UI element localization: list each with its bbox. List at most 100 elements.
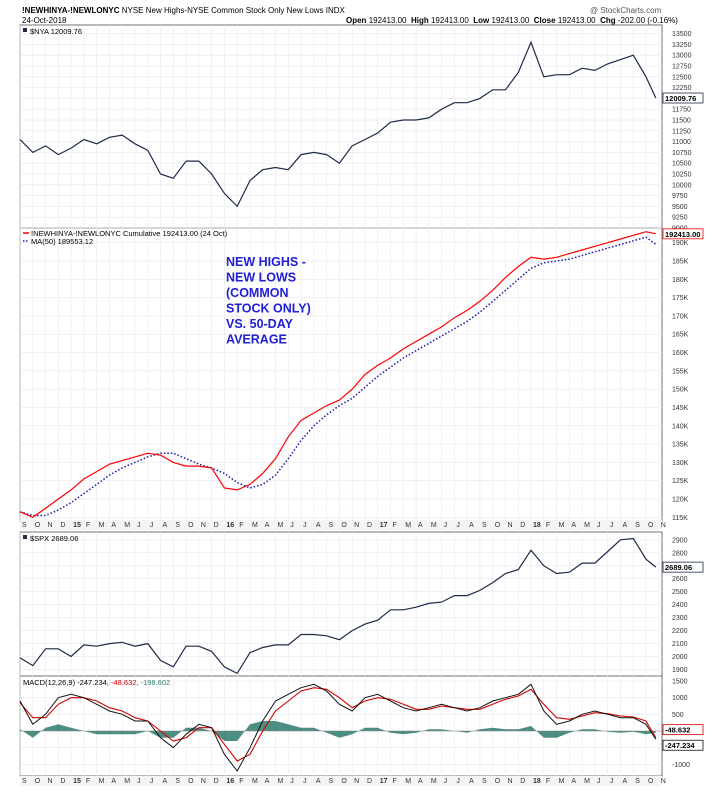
y-tick-label: 2600 (672, 576, 688, 583)
x-tick-label: M (405, 522, 411, 529)
x-tick-label: S (635, 778, 640, 785)
quote-close-label: Close (533, 16, 556, 25)
x-tick-label: J (290, 522, 294, 529)
x-tick-label: F (546, 778, 550, 785)
quote-close: 192413.00 (557, 16, 596, 25)
y-tick-label: 165K (672, 332, 689, 339)
x-tick-label: A (163, 778, 168, 785)
x-tick-label: A (571, 778, 576, 785)
x-tick-label: J (456, 778, 460, 785)
x-tick-label: M (278, 778, 284, 785)
annotation-line: NEW HIGHS - (226, 255, 306, 269)
x-tick-label: 15 (73, 778, 81, 785)
spx-last-value: 2689.06 (665, 563, 692, 572)
header-quote: Open 192413.00 High 192413.00 Low 192413… (346, 16, 678, 25)
x-tick-label: M (431, 778, 437, 785)
y-tick-label: 170K (672, 313, 689, 320)
y-tick-label: 11750 (672, 107, 691, 114)
header-date: 24-Oct-2018 (22, 16, 67, 25)
y-tick-label: 2800 (672, 550, 688, 557)
x-tick-label: S (175, 778, 180, 785)
nya-last-value-box (662, 92, 704, 104)
quote-high: 192413.00 (430, 16, 469, 25)
macd-legend-part: -198.602 (141, 678, 171, 687)
annotation-line: AVERAGE (226, 333, 287, 347)
x-tick-label: O (341, 778, 347, 785)
x-tick-label: D (520, 522, 525, 529)
x-tick-label: J (290, 778, 294, 785)
y-tick-label: 140K (672, 423, 689, 430)
macd-legend-part: -247.234, (77, 678, 111, 687)
y-tick-label: 10000 (672, 182, 692, 189)
header-description: NYSE New Highs-NYSE Common Stock Only Ne… (121, 6, 345, 15)
annotation-line: NEW LOWS (226, 271, 296, 285)
nya-legend: $NYA 12009.76 (30, 27, 82, 36)
y-tick-label: 11500 (672, 118, 691, 125)
header-title-line: !NEWHINYA-!NEWLONYC NYSE New Highs-NYSE … (22, 6, 345, 15)
y-tick-label: 2500 (672, 589, 688, 596)
header-watermark: @ StockCharts.com (590, 6, 662, 15)
x-tick-label: 18 (533, 778, 541, 785)
x-tick-label: J (150, 778, 154, 785)
y-tick-label: 1900 (672, 667, 688, 674)
y-tick-label: 2000 (672, 654, 688, 661)
macd-last-value-2: -247.234 (665, 741, 695, 750)
x-tick-label: 15 (73, 522, 81, 529)
x-tick-label: N (201, 778, 206, 785)
x-tick-label: O (188, 778, 194, 785)
spx-price-line (19, 537, 657, 675)
x-tick-label: D (367, 522, 372, 529)
x-tick-label: F (393, 522, 397, 529)
y-tick-label: 9500 (672, 204, 688, 211)
y-tick-label: 130K (672, 460, 689, 467)
x-tick-label: N (201, 522, 206, 529)
macd-legend-part: -48.632, (111, 678, 141, 687)
x-tick-label: A (571, 522, 576, 529)
x-tick-label: 17 (380, 522, 388, 529)
x-tick-label: M (559, 522, 565, 529)
x-tick-label: N (354, 778, 359, 785)
y-tick-label: 13250 (672, 42, 692, 49)
y-tick-label: 10750 (672, 150, 692, 157)
x-tick-label: N (661, 522, 666, 529)
y-tick-label: 150K (672, 387, 689, 394)
x-tick-label: N (48, 522, 53, 529)
x-tick-label: M (99, 778, 105, 785)
x-tick-label: F (393, 778, 397, 785)
y-tick-label: 2400 (672, 602, 688, 609)
spx-legend: $SPX 2689.06 (30, 534, 78, 543)
annotation-line: (COMMON (226, 286, 289, 300)
y-tick-label: 1000 (672, 695, 688, 702)
x-tick-label: N (661, 778, 666, 785)
x-tick-label: N (507, 778, 512, 785)
x-tick-label: A (265, 778, 270, 785)
y-tick-label: 190K (672, 240, 689, 247)
y-tick-label: 9250 (672, 215, 688, 222)
x-tick-label: S (482, 522, 487, 529)
cumulative-last-value-box (662, 228, 704, 240)
macd-legend: MACD(12,26,9) -247.234, -48.632, -198.60… (23, 678, 170, 687)
x-tick-label: M (99, 522, 105, 529)
x-tick-label: D (60, 522, 65, 529)
x-tick-label: O (648, 522, 654, 529)
x-tick-label: J (597, 522, 601, 529)
y-tick-label: 13000 (672, 53, 692, 60)
x-tick-label: D (367, 778, 372, 785)
x-tick-label: J (610, 522, 614, 529)
panel-frame-spx (19, 531, 663, 677)
x-tick-label: M (252, 778, 258, 785)
x-tick-label: A (265, 522, 270, 529)
x-tick-label: A (622, 522, 627, 529)
cumulative-line (19, 231, 656, 518)
x-tick-label: F (239, 522, 243, 529)
y-tick-label: 115K (672, 515, 688, 522)
x-tick-label: A (622, 778, 627, 785)
y-tick-label: 180K (672, 277, 689, 284)
x-tick-label: A (469, 778, 474, 785)
x-tick-label: A (111, 778, 116, 785)
cumulative-legend: !NEWHINYA-!NEWLONYC Cumulative 192413.00… (31, 229, 228, 238)
macd-line (19, 683, 657, 772)
annotation-line: VS. 50-DAY (226, 317, 294, 331)
x-tick-label: 16 (226, 522, 234, 529)
x-tick-label: M (559, 778, 565, 785)
